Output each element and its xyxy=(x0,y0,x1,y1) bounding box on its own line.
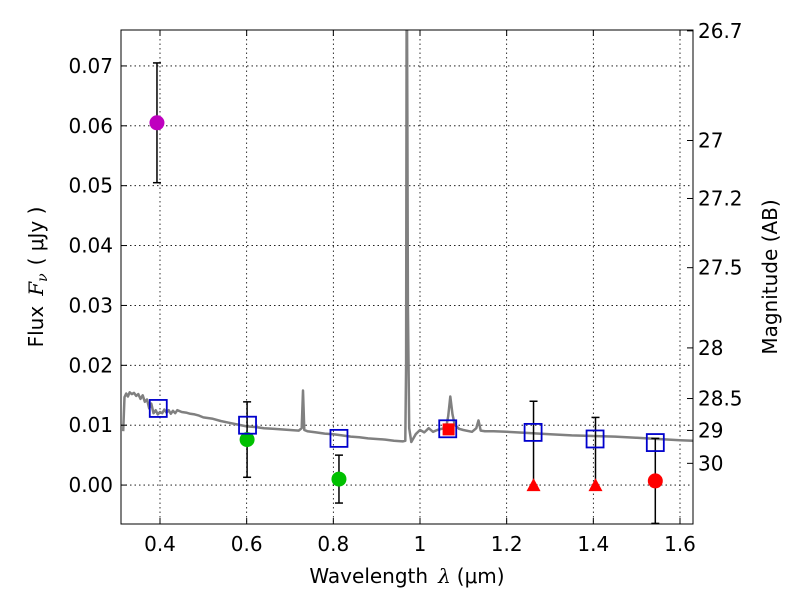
y2-tick-label: 29 xyxy=(698,418,723,442)
x-tick-label: 0.6 xyxy=(231,532,263,556)
x-tick-label: 1.2 xyxy=(491,532,523,556)
y2-tick-label: 27.5 xyxy=(698,256,743,280)
y-tick-label: 0.07 xyxy=(68,54,113,78)
y-tick-label: 0.04 xyxy=(68,234,113,258)
model-photometry-box xyxy=(329,428,349,448)
y2-axis-title: Magnitude (AB) xyxy=(758,199,782,354)
model-photometry-box xyxy=(238,415,257,435)
model-photometry-box xyxy=(645,433,665,452)
data-point xyxy=(239,432,255,448)
y-tick-label: 0.05 xyxy=(68,174,113,198)
upper-limit-point xyxy=(588,478,603,492)
y2-tick-label: 28.5 xyxy=(698,387,743,411)
model-photometry-box xyxy=(148,399,168,418)
data-point-square xyxy=(442,423,455,436)
y2-tick-label: 26.7 xyxy=(698,19,743,43)
x-tick-label: 1.6 xyxy=(664,532,696,556)
data-point xyxy=(149,115,165,131)
y-tick-label: 0.00 xyxy=(68,473,113,497)
x-tick-label: 1.4 xyxy=(577,532,609,556)
plot-area xyxy=(121,30,693,524)
grid-lines xyxy=(121,30,693,524)
plot-frame xyxy=(120,29,694,525)
y-tick-label: 0.01 xyxy=(68,413,113,437)
x-tick-label: 0.4 xyxy=(144,532,176,556)
model-photometry-box xyxy=(438,419,458,439)
model-photometry-box xyxy=(585,429,605,449)
y2-tick-label: 28 xyxy=(698,336,723,360)
model-photometry-box xyxy=(523,422,543,442)
y-tick-label: 0.02 xyxy=(68,353,113,377)
y-tick-label: 0.06 xyxy=(68,114,113,138)
model-spectrum-line xyxy=(121,30,693,444)
x-axis-title: Wavelength λ (μm) xyxy=(309,564,504,588)
x-tick-label: 1 xyxy=(414,532,427,556)
axis-ticks xyxy=(121,30,693,524)
y2-tick-label: 27 xyxy=(698,129,723,153)
data-point xyxy=(331,471,347,487)
y-axis-title: FluxFν( μJy ) xyxy=(24,207,51,348)
data-point xyxy=(647,473,663,489)
y-tick-label: 0.03 xyxy=(68,293,113,317)
x-tick-label: 0.8 xyxy=(317,532,349,556)
upper-limit-point xyxy=(526,478,541,492)
y2-tick-label: 30 xyxy=(698,451,723,475)
y2-tick-label: 27.2 xyxy=(698,186,743,210)
